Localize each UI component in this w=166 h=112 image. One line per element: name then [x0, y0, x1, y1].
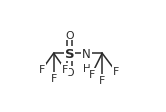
Text: F: F [113, 67, 119, 77]
Text: N: N [82, 47, 91, 60]
Text: F: F [62, 65, 68, 74]
Text: O: O [65, 67, 74, 77]
Text: S: S [65, 47, 74, 60]
Text: F: F [50, 73, 57, 83]
Text: H: H [83, 63, 91, 73]
Text: F: F [89, 69, 95, 79]
Text: O: O [65, 30, 74, 40]
Text: F: F [99, 76, 105, 86]
Text: F: F [39, 65, 45, 74]
